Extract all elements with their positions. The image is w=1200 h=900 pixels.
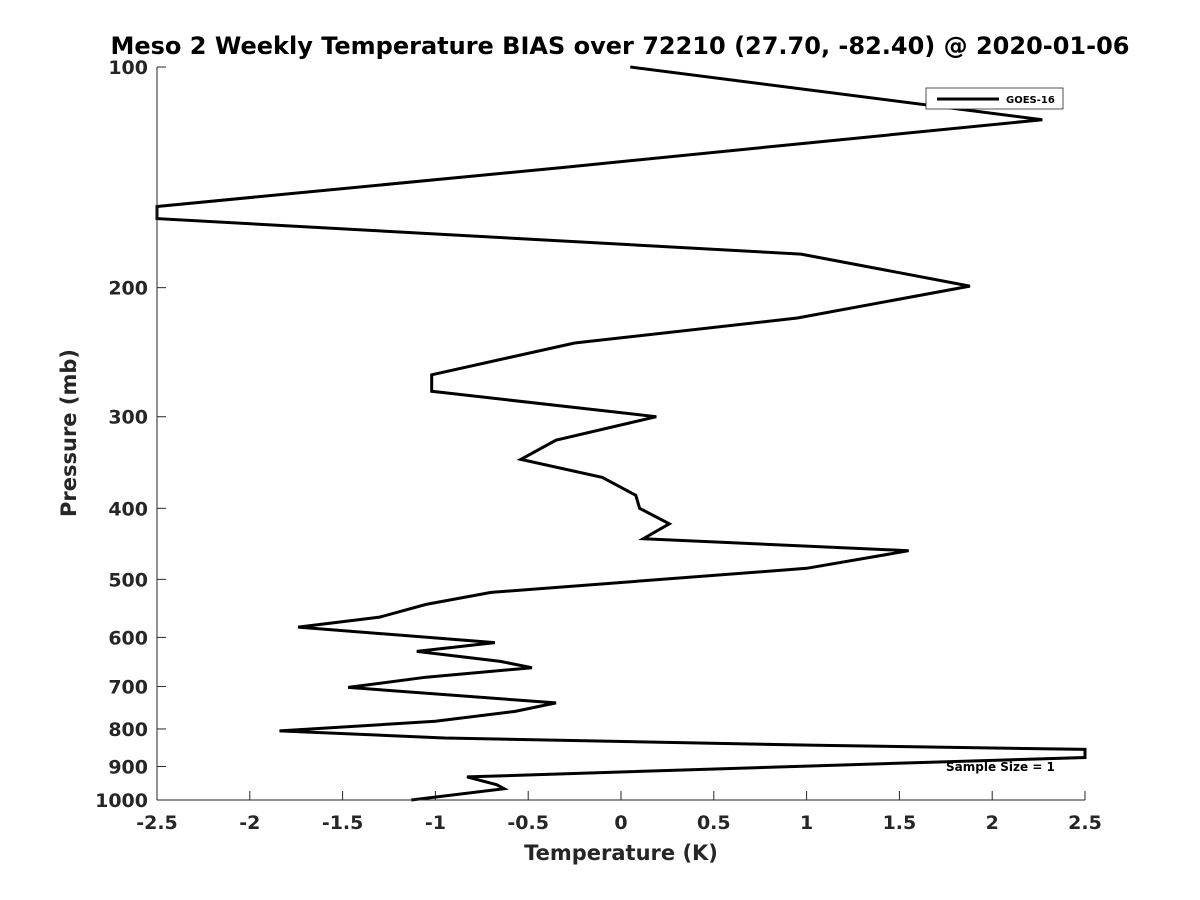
y-tick-label: 200 — [108, 278, 148, 300]
y-tick-label: 1000 — [95, 790, 148, 812]
x-tick-label: -2.5 — [136, 812, 178, 834]
x-tick-label: -1.5 — [322, 812, 364, 834]
y-tick-label: 500 — [108, 569, 148, 591]
x-tick-label: -2 — [239, 812, 260, 834]
y-axis-label: Pressure (mb) — [57, 349, 81, 517]
x-tick-label: 1.5 — [883, 812, 917, 834]
y-tick-label: 100 — [108, 57, 148, 79]
sample-size-annotation: Sample Size = 1 — [946, 760, 1055, 774]
x-tick-label: 2.5 — [1068, 812, 1102, 834]
chart-title: Meso 2 Weekly Temperature BIAS over 7221… — [110, 32, 1129, 60]
x-tick-label: 1 — [800, 812, 813, 834]
legend: GOES-16 — [925, 87, 1064, 110]
x-tick-label: -1 — [425, 812, 446, 834]
series-line-goes-16 — [155, 65, 1087, 802]
x-tick-label: 2 — [986, 812, 999, 834]
y-tick-label: 800 — [108, 719, 148, 741]
y-tick-label: 300 — [108, 407, 148, 429]
y-tick-label: 400 — [108, 498, 148, 520]
x-axis-label: Temperature (K) — [524, 841, 718, 865]
legend-label-goes-16: GOES-16 — [1006, 95, 1055, 106]
x-axis-ticks: -2.5 -2 -1.5 -1 -0.5 0 0.5 1 1.5 2 2.5 — [136, 791, 1102, 834]
y-tick-label: 700 — [108, 676, 148, 698]
series-layer — [155, 65, 1087, 802]
x-tick-label: 0 — [614, 812, 627, 834]
x-tick-label: 0.5 — [697, 812, 731, 834]
y-tick-label: 600 — [108, 627, 148, 649]
y-tick-label: 900 — [108, 756, 148, 778]
x-tick-label: -0.5 — [507, 812, 549, 834]
y-axis-ticks: 100 200 300 400 500 600 700 800 900 1000 — [95, 57, 166, 812]
